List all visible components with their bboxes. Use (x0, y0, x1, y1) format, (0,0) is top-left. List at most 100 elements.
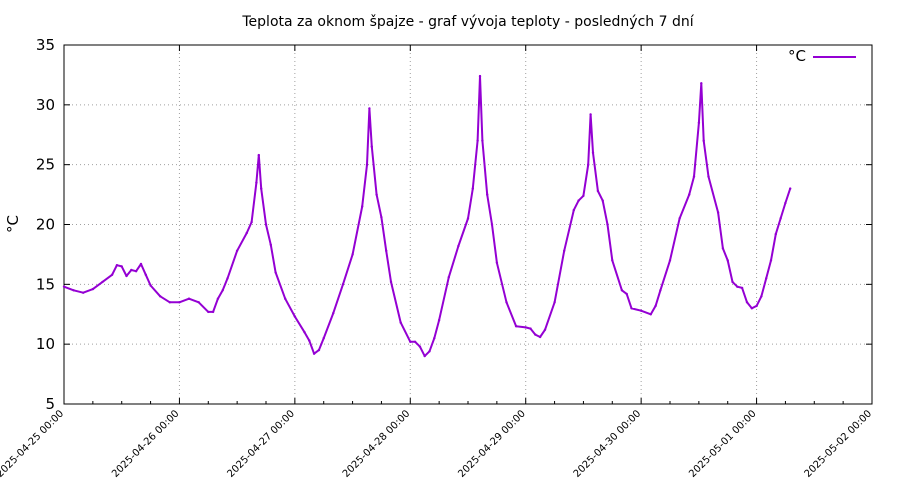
data-point (423, 354, 426, 358)
data-point (168, 301, 171, 304)
data-point (668, 259, 672, 262)
data-point (514, 325, 518, 328)
y-axis-label: °C (4, 215, 22, 233)
data-point (736, 285, 739, 288)
data-point (774, 232, 777, 236)
data-point (505, 301, 508, 304)
chart-grid (64, 45, 872, 404)
data-point (760, 295, 763, 298)
data-point (589, 113, 592, 116)
data-points (62, 74, 792, 358)
data-point (639, 309, 643, 312)
data-point (418, 345, 422, 348)
data-point (697, 121, 701, 125)
data-point (577, 199, 580, 202)
data-point (538, 335, 542, 339)
data-point (596, 189, 600, 193)
data-point (765, 277, 768, 280)
data-point (433, 337, 436, 340)
data-point (178, 301, 181, 304)
data-point (257, 153, 260, 157)
data-point (255, 181, 258, 184)
data-point (101, 280, 104, 284)
data-point (572, 208, 575, 212)
y-tick-label: 5 (45, 395, 55, 413)
data-point (471, 187, 474, 190)
y-tick-label: 25 (36, 156, 55, 174)
data-point (447, 276, 450, 279)
y-tick-label: 30 (36, 96, 55, 114)
x-tick-label: 2025-04-25 00:00 (0, 408, 66, 480)
y-tick-label: 10 (36, 335, 55, 353)
data-point (721, 247, 725, 250)
data-point (466, 217, 470, 220)
data-point (187, 297, 191, 300)
data-point (611, 259, 614, 262)
data-point (293, 315, 297, 318)
data-point (125, 274, 128, 278)
data-point (654, 304, 657, 308)
legend: °C (788, 47, 856, 65)
data-point (91, 287, 95, 291)
data-point (476, 139, 479, 142)
data-point (312, 352, 316, 355)
data-point (457, 244, 460, 248)
data-point (207, 310, 210, 314)
data-point (322, 337, 325, 340)
data-point (534, 333, 537, 336)
x-tick-label: 2025-04-28 00:00 (341, 408, 413, 480)
data-point (731, 280, 734, 284)
data-point (341, 283, 345, 286)
data-point (82, 291, 85, 294)
data-point (250, 220, 253, 224)
data-point (495, 261, 499, 264)
data-point (750, 307, 753, 310)
data-point (221, 289, 224, 292)
data-point (361, 205, 364, 208)
x-tick-label: 2025-05-01 00:00 (687, 408, 759, 480)
data-point (149, 284, 152, 287)
data-point (399, 321, 402, 324)
data-point (529, 327, 532, 330)
data-point (779, 217, 782, 220)
data-point (409, 340, 412, 343)
data-point (260, 187, 263, 190)
data-point (130, 268, 133, 272)
data-point (591, 151, 595, 154)
data-point (582, 194, 585, 197)
data-point (740, 286, 744, 290)
data-point (428, 350, 431, 353)
data-point (269, 243, 272, 246)
x-axis: 2025-04-25 00:00 2025-04-26 00:00 2025-04-… (0, 45, 874, 480)
data-point (226, 277, 229, 280)
y-tick-label: 15 (36, 275, 55, 293)
y-tick-label: 20 (36, 216, 55, 234)
data-point (769, 259, 773, 262)
data-point (437, 319, 441, 322)
data-point (368, 107, 371, 110)
data-point (216, 297, 220, 300)
data-point (649, 313, 652, 316)
x-tick-label: 2025-04-30 00:00 (572, 408, 644, 480)
data-point (692, 175, 696, 178)
data-point (365, 163, 369, 166)
data-point (745, 301, 749, 304)
data-point (264, 223, 268, 226)
data-point (197, 301, 200, 304)
data-point (245, 231, 248, 235)
data-point (630, 307, 633, 310)
data-point (563, 249, 566, 252)
data-point (789, 187, 792, 190)
data-point (625, 292, 628, 296)
data-point (606, 223, 609, 226)
data-point (553, 301, 556, 304)
data-point (144, 273, 147, 276)
data-point (707, 175, 710, 178)
plot-frame (63, 44, 873, 405)
data-point (351, 253, 354, 256)
x-tick-label: 2025-04-27 00:00 (225, 408, 297, 480)
data-point (370, 145, 373, 148)
data-point (317, 348, 321, 352)
legend-label: °C (788, 47, 806, 65)
data-point (308, 339, 311, 342)
